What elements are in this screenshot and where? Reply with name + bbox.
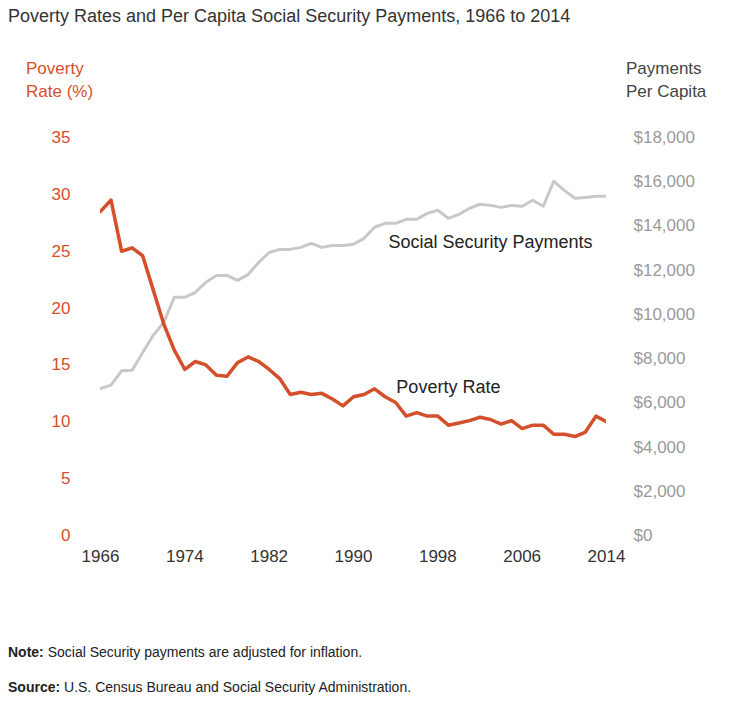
svg-text:$4,000: $4,000: [634, 437, 686, 456]
svg-text:0: 0: [61, 526, 70, 545]
svg-text:20: 20: [52, 299, 71, 318]
html-text:Poverty Rate (%): Poverty Rate (%): [26, 59, 94, 101]
svg-text:Social Security Payments: Social Security Payments: [388, 232, 592, 252]
svg-text:15: 15: [52, 355, 71, 374]
svg-text:$18,000: $18,000: [634, 128, 695, 147]
svg-text:$16,000: $16,000: [634, 172, 695, 191]
svg-text:$0: $0: [634, 526, 653, 545]
html-text:Source: U.S. Census Bureau and: Source: U.S. Census Bureau and Social Se…: [8, 679, 412, 695]
svg-text:$12,000: $12,000: [634, 261, 695, 280]
svg-text:$14,000: $14,000: [634, 216, 695, 235]
svg-text:1998: 1998: [419, 547, 457, 566]
svg-text:25: 25: [52, 242, 71, 261]
svg-text:Poverty Rate: Poverty Rate: [396, 377, 500, 397]
svg-text:35: 35: [52, 128, 71, 147]
svg-text:5: 5: [61, 469, 70, 488]
svg-text:10: 10: [52, 412, 71, 431]
svg-text:$6,000: $6,000: [634, 393, 686, 412]
svg-text:1982: 1982: [250, 547, 288, 566]
svg-text:1966: 1966: [82, 547, 120, 566]
html-text:Note: Social Security payments: Note: Social Security payments are adjus…: [8, 644, 363, 660]
svg-text:$8,000: $8,000: [634, 349, 686, 368]
html-text:Payments Per Capita: Payments Per Capita: [626, 59, 707, 101]
svg-text:2006: 2006: [503, 547, 541, 566]
svg-text:$2,000: $2,000: [634, 482, 686, 501]
svg-text:$10,000: $10,000: [634, 305, 695, 324]
html-text:Poverty Rates and Per Capita S: Poverty Rates and Per Capita Social Secu…: [8, 6, 571, 26]
svg-text:1990: 1990: [335, 547, 373, 566]
svg-text:30: 30: [52, 185, 71, 204]
svg-text:1974: 1974: [166, 547, 204, 566]
svg-text:2014: 2014: [588, 547, 626, 566]
